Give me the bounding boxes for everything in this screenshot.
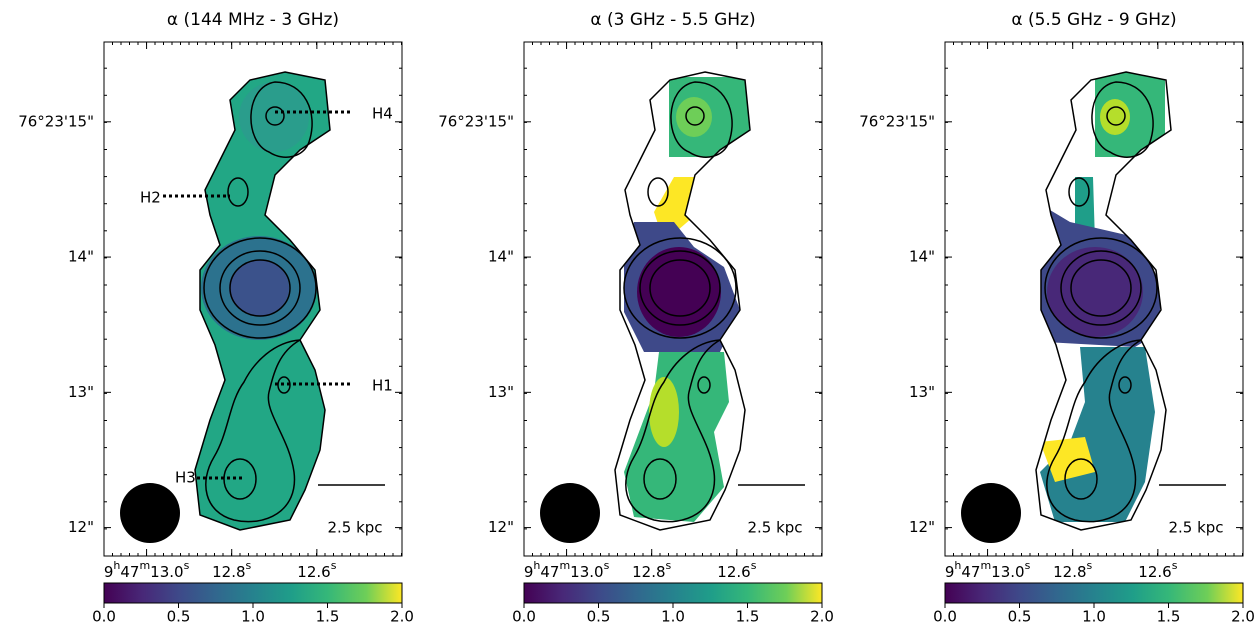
spectral-index-map: [1035, 72, 1165, 522]
panel-title: α (5.5 GHz - 9 GHz): [1011, 10, 1176, 30]
colorbar-tick-label: 0.5: [167, 608, 191, 626]
y-tick-label: 14": [488, 248, 514, 266]
x-tick-label: 12.6s: [297, 559, 336, 581]
colorbar: 0.0 0.5 1.0 1.5 2.0: [92, 583, 414, 626]
colorbar-tick-label: 0.5: [587, 608, 611, 626]
panel: 2.5 kpc H4 H2 H1 H3 α (144 MHz - 3 GHz) 12" 13"…: [18, 10, 402, 581]
colorbar-tick-label: 1.0: [1082, 608, 1106, 626]
colorbar-tick-label: 0.5: [1008, 608, 1032, 626]
y-tick-label: 12": [68, 518, 94, 536]
x-tick-label: 12.8s: [212, 559, 251, 581]
map-region: [649, 377, 679, 447]
y-tick-label: 76°23'15": [438, 112, 514, 130]
panel-title: α (144 MHz - 3 GHz): [167, 10, 339, 30]
colorbar: 0.0 0.5 1.0 1.5 2.0: [512, 583, 834, 626]
map-region: [624, 352, 729, 522]
contour: [648, 178, 668, 206]
y-tick-label: 12": [488, 518, 514, 536]
y-tick-label: 13": [488, 383, 514, 401]
colorbar: 0.0 0.5 1.0 1.5 2.0: [933, 583, 1255, 626]
y-tick-label: 76°23'15": [859, 112, 935, 130]
map-region: [239, 82, 309, 152]
y-tick-label: 14": [68, 248, 94, 266]
colorbar-tick-label: 1.5: [1157, 608, 1181, 626]
x-tick-label: 12.8s: [1053, 559, 1092, 581]
x-tick-label: 12.6s: [717, 559, 756, 581]
colorbar-tick-label: 1.0: [241, 608, 265, 626]
colorbar-ramp: [104, 583, 402, 603]
x-tick-label: 9h47m13.0s: [945, 559, 1031, 581]
colorbar-tick-label: 2.0: [390, 608, 414, 626]
x-tick-label: 9h47m13.0s: [104, 559, 190, 581]
y-tick-label: 12": [909, 518, 935, 536]
scale-bar-label: 2.5 kpc: [327, 519, 382, 537]
panel: 2.5 kpc α (3 GHz - 5.5 GHz) 12" 13" 14" 76°23…: [438, 10, 822, 581]
y-tick-label: 13": [909, 383, 935, 401]
colorbar-ramp: [945, 583, 1243, 603]
scale-bar-label: 2.5 kpc: [747, 519, 802, 537]
y-tick-label: 14": [909, 248, 935, 266]
y-tick-label: 76°23'15": [18, 112, 94, 130]
colorbar-tick-label: 1.5: [736, 608, 760, 626]
x-tick-label: 9h47m13.0s: [524, 559, 610, 581]
panel-title: α (3 GHz - 5.5 GHz): [590, 10, 755, 30]
colorbar-tick-label: 1.0: [661, 608, 685, 626]
colorbar-tick-label: 0.0: [933, 608, 957, 626]
colorbar-tick-label: 2.0: [810, 608, 834, 626]
x-tick-label: 12.6s: [1138, 559, 1177, 581]
colorbar-tick-label: 2.0: [1231, 608, 1255, 626]
map-region: [1040, 347, 1155, 522]
colorbar-tick-label: 1.5: [316, 608, 340, 626]
colorbar-tick-label: 0.0: [512, 608, 536, 626]
colorbar-tick-label: 0.0: [92, 608, 116, 626]
figure: 2.5 kpc H4 H2 H1 H3 α (144 MHz - 3 GHz) 12" 13"…: [0, 0, 1260, 626]
annotation-label: H3: [175, 469, 196, 487]
map-region: [676, 97, 712, 137]
annotation-label: H4: [372, 105, 393, 123]
beam: [961, 483, 1021, 543]
y-tick-label: 13": [68, 383, 94, 401]
x-tick-label: 12.8s: [632, 559, 671, 581]
scale-bar-label: 2.5 kpc: [1168, 519, 1223, 537]
annotation-label: H1: [372, 377, 393, 395]
annotation-label: H2: [140, 189, 161, 207]
panel: 2.5 kpc α (5.5 GHz - 9 GHz) 12" 13" 14" 76°23…: [859, 10, 1243, 581]
colorbar-ramp: [524, 583, 822, 603]
beam: [120, 483, 180, 543]
beam: [540, 483, 600, 543]
